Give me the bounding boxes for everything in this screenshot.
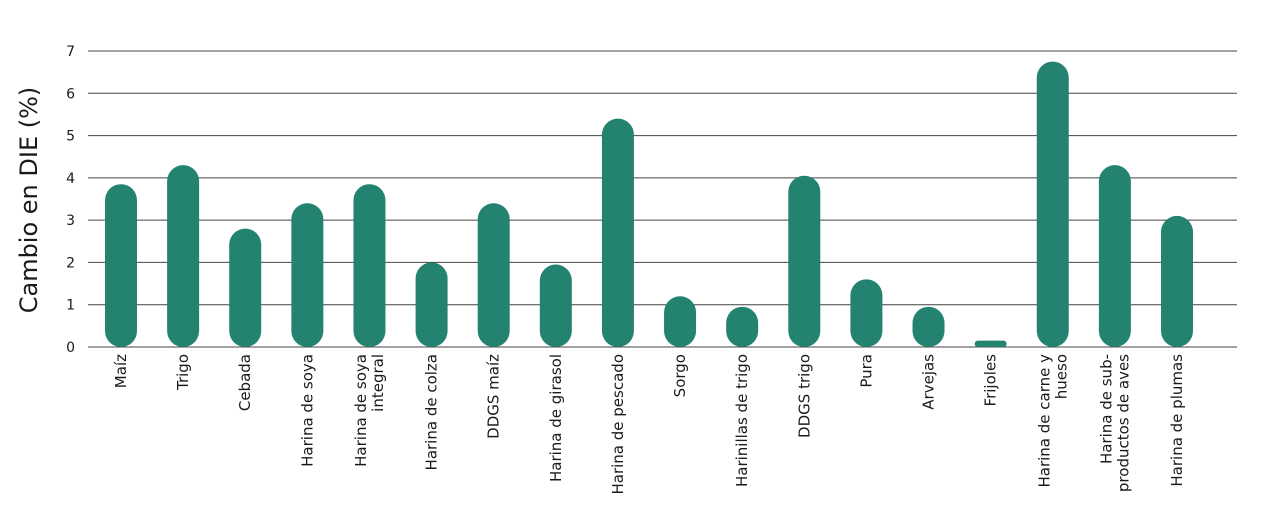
bar [788, 175, 821, 347]
y-tick-label: 3 [66, 213, 75, 229]
x-tick-label: Harinillas de trigo [733, 354, 751, 487]
x-tick-label: Trigo [174, 354, 192, 391]
bar [353, 184, 386, 347]
bar [601, 118, 634, 348]
x-tick-label: Sorgo [671, 354, 689, 397]
x-tick-label: DDGS maíz [485, 354, 503, 439]
bar [912, 306, 945, 347]
y-tick-labels: 0 1 2 3 4 5 6 7 [66, 44, 75, 356]
x-tick-label: DDGS trigo [795, 354, 813, 438]
x-tick-label: Harina de pescado [609, 354, 627, 495]
y-tick-label: 1 [66, 298, 75, 314]
x-tick-label: Harina de carne yhueso [1035, 354, 1070, 488]
y-tick-label: 4 [66, 171, 75, 187]
x-tick-label: Harina de soyaintegral [352, 354, 387, 467]
y-tick-label: 5 [66, 129, 75, 145]
bar [291, 203, 324, 347]
bar [105, 184, 137, 347]
x-tick-label: Arvejas [920, 354, 938, 410]
x-tick-label: Harina de girasol [547, 354, 565, 482]
bar [726, 306, 759, 347]
bar [1036, 61, 1069, 347]
x-tick-label: Maíz [112, 354, 130, 388]
y-tick-label: 0 [66, 340, 75, 356]
bar [850, 279, 883, 347]
bar [1098, 165, 1131, 347]
bar [229, 228, 262, 347]
x-tick-label: Harina de colza [423, 354, 441, 470]
category-labels: Maíz Trigo Cebada Harina de soya Harina de s… [112, 354, 1186, 495]
x-tick-label: Pura [857, 354, 875, 388]
x-tick-label: Cebada [236, 354, 254, 411]
bar [664, 296, 697, 347]
y-tick-label: 7 [66, 44, 75, 60]
bar [539, 264, 572, 347]
x-tick-label: Harina de sub-productos de aves [1097, 354, 1132, 492]
bars [105, 61, 1193, 348]
x-tick-label: Harina de plumas [1168, 354, 1186, 487]
gridlines [88, 50, 1237, 348]
bar [167, 165, 200, 347]
bar [415, 262, 448, 347]
y-axis-label: Cambio en DIE (%) [15, 87, 43, 314]
x-tick-label: Frijoles [982, 354, 1000, 407]
bar [1161, 215, 1193, 347]
bar [974, 340, 1007, 347]
y-tick-label: 6 [66, 86, 75, 102]
y-tick-label: 2 [66, 255, 75, 271]
bar [477, 203, 510, 347]
x-tick-label: Harina de soya [298, 354, 316, 467]
